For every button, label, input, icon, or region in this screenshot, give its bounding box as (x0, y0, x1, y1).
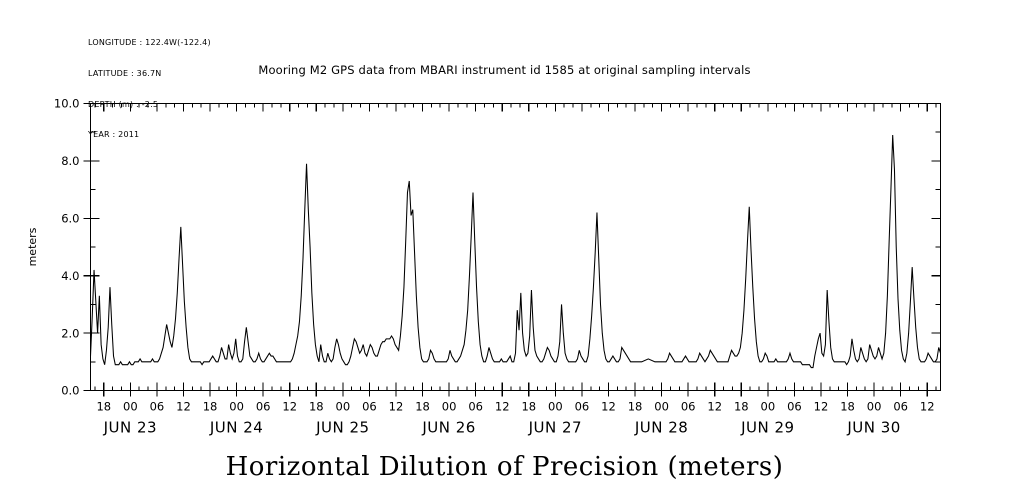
x-axis-hour-label: 00 (229, 400, 244, 414)
x-axis-date-label: JUN 27 (528, 419, 582, 437)
x-axis-hour-label: 06 (150, 400, 165, 414)
metadata-year: YEAR : 2011 (88, 130, 140, 140)
x-axis-date-label: JUN 30 (846, 419, 900, 437)
x-axis-date-label: JUN 23 (103, 419, 157, 437)
x-axis-hour-label: 06 (256, 400, 271, 414)
y-axis-tick-label: 2.0 (61, 326, 79, 340)
x-axis-hour-label: 12 (920, 400, 935, 414)
x-axis-hour-label: 00 (336, 400, 351, 414)
x-axis-hour-label: 18 (309, 400, 324, 414)
x-axis-date-label: JUN 26 (421, 419, 475, 437)
y-axis-tick-label: 8.0 (61, 154, 79, 168)
x-axis-hour-label: 18 (734, 400, 749, 414)
x-axis-hour-label: 12 (707, 400, 722, 414)
figure-caption: Horizontal Dilution of Precision (meters… (225, 452, 784, 482)
x-axis-hour-label: 00 (867, 400, 882, 414)
x-axis-hour-label: 18 (415, 400, 430, 414)
x-axis-hour-label: 12 (814, 400, 829, 414)
x-axis-hour-label: 06 (681, 400, 696, 414)
x-axis-hour-label: 18 (203, 400, 218, 414)
x-axis-hour-label: 06 (468, 400, 483, 414)
x-axis-hour-label: 12 (495, 400, 510, 414)
x-axis-hour-label: 12 (176, 400, 191, 414)
x-axis-hour-label: 06 (575, 400, 590, 414)
x-axis-hour-label: 06 (362, 400, 377, 414)
data-series-line (89, 135, 942, 369)
x-axis-hour-label: 06 (787, 400, 802, 414)
x-axis-date-label: JUN 24 (209, 419, 263, 437)
y-axis-tick-label: 0.0 (61, 384, 79, 398)
x-axis-hour-label: 18 (96, 400, 111, 414)
chart-title: Mooring M2 GPS data from MBARI instrumen… (258, 63, 751, 77)
x-axis-hour-label: 12 (389, 400, 404, 414)
x-axis-hour-label: 00 (761, 400, 776, 414)
x-axis-hour-label: 00 (442, 400, 457, 414)
x-axis-hour-label: 00 (548, 400, 563, 414)
metadata-longitude: LONGITUDE : 122.4W(-122.4) (88, 38, 211, 48)
x-axis-hour-label: 06 (893, 400, 908, 414)
x-axis-hour-label: 12 (601, 400, 616, 414)
y-axis-title: meters (26, 227, 39, 266)
x-axis-hour-label: 00 (654, 400, 669, 414)
x-axis-date-label: JUN 25 (315, 419, 369, 437)
x-axis-hour-label: 18 (840, 400, 855, 414)
y-axis-tick-label: 6.0 (61, 212, 79, 226)
x-axis-date-label: JUN 28 (634, 419, 688, 437)
y-axis-tick-label: 4.0 (61, 269, 79, 283)
x-axis-hour-label: 18 (521, 400, 536, 414)
x-axis-hour-label: 12 (282, 400, 297, 414)
x-axis-date-label: JUN 29 (740, 419, 794, 437)
metadata-latitude: LATITUDE : 36.7N (88, 69, 162, 79)
x-axis-hour-label: 00 (123, 400, 138, 414)
y-axis-tick-label: 10.0 (54, 97, 80, 111)
x-axis-hour-label: 18 (628, 400, 643, 414)
